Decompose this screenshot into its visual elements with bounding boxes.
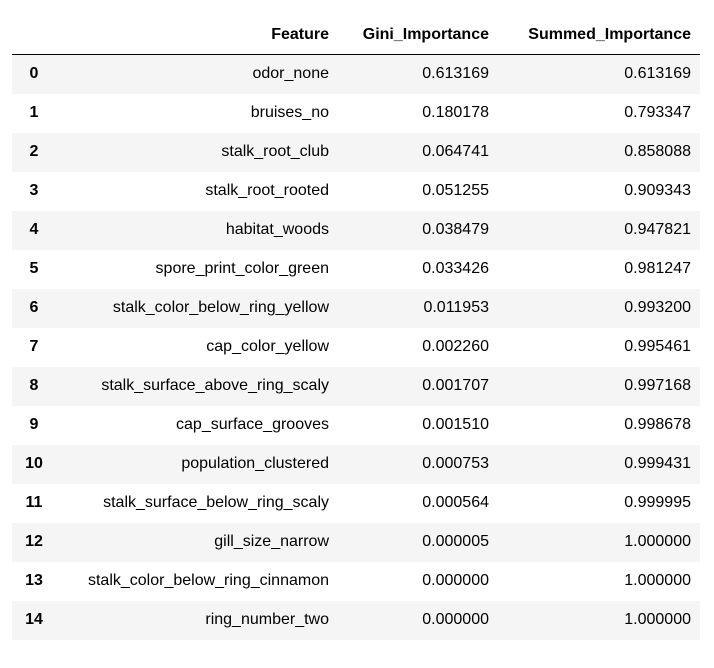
table-row: 0 odor_none 0.613169 0.613169 (12, 54, 700, 94)
table-body: 0 odor_none 0.613169 0.613169 1 bruises_… (12, 54, 700, 640)
cell-gini: 0.000000 (422, 572, 489, 589)
cell-summed: 0.993200 (624, 299, 691, 316)
cell-gini: 0.002260 (422, 338, 489, 355)
row-index: 8 (29, 377, 39, 394)
row-index: 4 (29, 221, 39, 238)
row-index: 2 (29, 143, 39, 160)
cell-feature: habitat_woods (225, 221, 329, 238)
cell-feature: stalk_root_rooted (205, 182, 329, 199)
cell-summed: 0.613169 (624, 65, 691, 83)
table-row: 12 gill_size_narrow 0.000005 1.000000 (12, 522, 700, 562)
cell-gini: 0.011953 (423, 299, 489, 316)
table-row: 10 population_clustered 0.000753 0.99943… (12, 444, 700, 484)
cell-gini: 0.180178 (422, 104, 489, 121)
header-index (12, 16, 56, 55)
cell-gini: 0.033426 (422, 260, 489, 277)
table-row: 1 bruises_no 0.180178 0.793347 (12, 93, 700, 133)
cell-feature: stalk_surface_below_ring_scaly (103, 494, 329, 511)
table-row: 13 stalk_color_below_ring_cinnamon 0.000… (12, 561, 700, 601)
table-row: 9 cap_surface_grooves 0.001510 0.998678 (12, 405, 700, 445)
cell-gini: 0.613169 (422, 65, 489, 83)
cell-feature: population_clustered (181, 455, 329, 472)
cell-summed: 0.999431 (624, 455, 691, 472)
header-feature: Feature (56, 16, 338, 55)
cell-gini: 0.064741 (422, 143, 489, 160)
cell-summed: 1.000000 (624, 533, 691, 550)
row-index: 6 (29, 299, 39, 316)
row-index: 9 (29, 416, 39, 433)
row-index: 10 (25, 455, 43, 472)
table-row: 2 stalk_root_club 0.064741 0.858088 (12, 132, 700, 172)
feature-importance-table: Feature Gini_Importance Summed_Importanc… (12, 16, 700, 640)
table-row: 3 stalk_root_rooted 0.051255 0.909343 (12, 171, 700, 211)
row-index: 11 (25, 494, 43, 511)
row-index: 5 (29, 260, 39, 277)
cell-summed: 0.947821 (624, 221, 691, 238)
cell-gini: 0.000005 (422, 533, 489, 550)
cell-summed: 0.909343 (624, 182, 691, 199)
cell-summed: 0.997168 (624, 377, 691, 394)
table-row: 6 stalk_color_below_ring_yellow 0.011953… (12, 288, 700, 328)
cell-gini: 0.000753 (422, 455, 489, 472)
cell-feature: cap_color_yellow (206, 338, 329, 355)
table-row: 11 stalk_surface_below_ring_scaly 0.0005… (12, 483, 700, 523)
cell-gini: 0.038479 (422, 221, 489, 238)
cell-feature: stalk_surface_above_ring_scaly (101, 377, 329, 394)
cell-feature: cap_surface_grooves (176, 416, 329, 433)
cell-gini: 0.001510 (422, 416, 489, 433)
row-index: 12 (25, 533, 43, 550)
cell-summed: 0.999995 (624, 494, 691, 511)
cell-feature: stalk_root_club (221, 143, 329, 160)
cell-feature: gill_size_narrow (214, 533, 329, 550)
cell-gini: 0.000564 (422, 494, 489, 511)
cell-feature: bruises_no (250, 104, 329, 121)
header-row: Feature Gini_Importance Summed_Importanc… (12, 16, 700, 55)
table-header: Feature Gini_Importance Summed_Importanc… (12, 16, 700, 55)
row-index: 7 (29, 338, 39, 355)
cell-feature: spore_print_color_green (155, 260, 329, 277)
cell-feature: stalk_color_below_ring_cinnamon (87, 572, 329, 589)
row-index: 1 (29, 104, 39, 121)
row-index: 14 (25, 611, 43, 628)
cell-gini: 0.051255 (422, 182, 489, 199)
table-row: 5 spore_print_color_green 0.033426 0.981… (12, 249, 700, 289)
header-gini-importance: Gini_Importance (338, 16, 498, 55)
cell-feature: odor_none (252, 65, 329, 83)
cell-summed: 0.793347 (624, 104, 691, 121)
table-row: 8 stalk_surface_above_ring_scaly 0.00170… (12, 366, 700, 406)
row-index: 13 (25, 572, 43, 589)
cell-summed: 0.981247 (624, 260, 691, 277)
row-index: 0 (29, 65, 39, 83)
table-row: 14 ring_number_two 0.000000 1.000000 (12, 600, 700, 640)
cell-feature: stalk_color_below_ring_yellow (112, 299, 329, 316)
cell-summed: 0.858088 (624, 143, 691, 160)
cell-gini: 0.000000 (422, 611, 489, 628)
cell-summed: 1.000000 (624, 611, 691, 628)
row-index: 3 (29, 182, 39, 199)
header-summed-importance: Summed_Importance (498, 16, 700, 55)
cell-gini: 0.001707 (422, 377, 489, 394)
table-row: 7 cap_color_yellow 0.002260 0.995461 (12, 327, 700, 367)
cell-summed: 1.000000 (624, 572, 691, 589)
table-row: 4 habitat_woods 0.038479 0.947821 (12, 210, 700, 250)
cell-summed: 0.998678 (624, 416, 691, 433)
cell-feature: ring_number_two (205, 611, 329, 628)
cell-summed: 0.995461 (624, 338, 691, 355)
